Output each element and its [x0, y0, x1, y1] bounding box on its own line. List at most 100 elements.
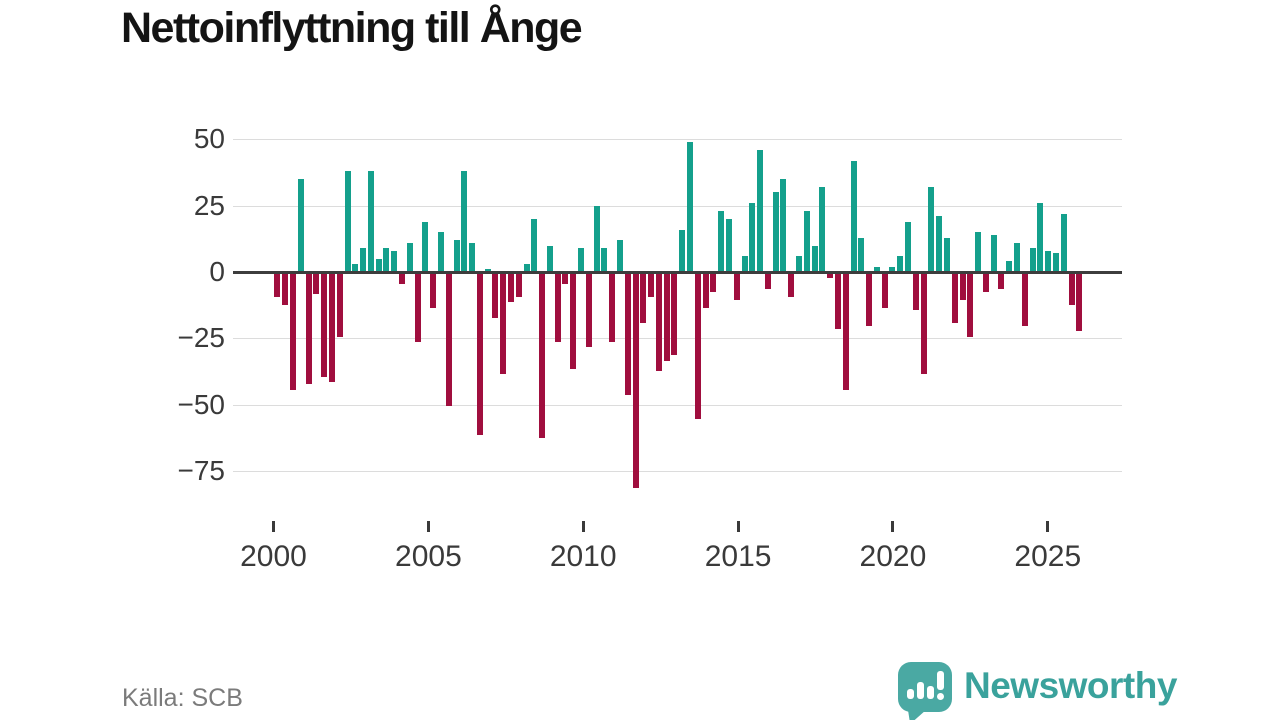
gridline — [233, 139, 1122, 141]
bar-2013Q1 — [679, 229, 686, 272]
bar-2014Q4 — [733, 273, 740, 300]
bar-2009Q3 — [570, 273, 577, 369]
bar-2004Q4 — [422, 221, 429, 272]
bar-2019Q4 — [889, 266, 896, 272]
bar-2009Q4 — [578, 248, 584, 272]
bar-2000Q1 — [274, 273, 281, 297]
bar-2024Q4 — [1045, 250, 1052, 272]
bar-2012Q2 — [655, 273, 662, 372]
bar-2011Q4 — [640, 273, 647, 324]
bar-2003Q2 — [375, 258, 382, 272]
bar-2019Q1 — [866, 273, 873, 327]
bar-2005Q4 — [453, 240, 460, 272]
y-axis-tick-label: 50 — [193, 123, 225, 155]
bar-2003Q3 — [383, 248, 390, 272]
bar-2007Q2 — [500, 273, 507, 374]
bar-2018Q2 — [842, 273, 849, 390]
bar-2011Q1 — [616, 240, 623, 272]
x-axis-tick — [272, 521, 275, 532]
bar-2013Q4 — [702, 273, 709, 308]
bar-2018Q4 — [858, 237, 865, 272]
x-axis-tick-label: 2020 — [859, 540, 927, 573]
bar-2008Q1 — [523, 264, 530, 272]
gridline — [233, 338, 1122, 340]
x-axis-tick-label: 2000 — [240, 540, 307, 573]
bar-2012Q4 — [671, 273, 678, 356]
bar-2016Q2 — [780, 179, 787, 272]
bar-2010Q3 — [601, 248, 608, 272]
bar-2009Q1 — [554, 273, 561, 342]
bar-2012Q1 — [648, 273, 655, 297]
bar-2008Q3 — [539, 273, 546, 438]
bar-2001Q3 — [321, 273, 328, 377]
bar-2017Q2 — [811, 245, 818, 272]
x-axis-tick — [736, 521, 740, 532]
bar-2014Q3 — [725, 218, 732, 272]
bar-2011Q2 — [624, 273, 631, 395]
bar-2004Q1 — [399, 273, 405, 284]
x-axis-tick — [891, 521, 895, 532]
newsworthy-wordmark: Newsworthy — [964, 665, 1177, 706]
bar-2020Q3 — [912, 273, 919, 311]
bar-2024Q2 — [1029, 248, 1036, 272]
newsworthy-bubble-tail — [908, 710, 926, 720]
bar-2018Q1 — [834, 273, 841, 329]
bar-2000Q2 — [282, 273, 289, 305]
bar-2005Q3 — [445, 273, 452, 406]
bar-2021Q3 — [943, 237, 950, 272]
bar-2013Q3 — [694, 273, 701, 419]
bar-2021Q4 — [951, 273, 958, 324]
logo-bar-icon — [907, 689, 914, 699]
bar-2025Q4 — [1076, 273, 1083, 332]
x-axis-tick-label: 2015 — [704, 540, 772, 573]
bar-2003Q1 — [367, 171, 374, 272]
bar-2017Q3 — [819, 187, 826, 272]
bar-2001Q2 — [313, 273, 320, 295]
gridline — [233, 205, 1122, 207]
source-label: Källa: SCB — [122, 684, 243, 712]
bar-2022Q1 — [959, 273, 966, 300]
bar-2025Q2 — [1060, 213, 1067, 272]
bar-2015Q3 — [757, 150, 764, 272]
bar-2016Q4 — [796, 256, 802, 272]
bar-2022Q4 — [982, 273, 989, 292]
bar-2000Q3 — [290, 273, 296, 390]
bar-2007Q4 — [515, 273, 522, 297]
bar-2010Q1 — [585, 273, 592, 348]
bar-2005Q2 — [437, 232, 444, 272]
x-axis-tick — [1046, 521, 1050, 532]
x-axis-tick-label: 2005 — [395, 540, 462, 573]
bar-2010Q4 — [609, 273, 616, 342]
bar-2025Q1 — [1052, 253, 1059, 272]
bar-2019Q3 — [881, 273, 888, 308]
bar-2015Q2 — [749, 203, 756, 272]
bar-2014Q1 — [710, 273, 717, 292]
bar-2020Q2 — [905, 221, 911, 272]
bar-2023Q2 — [998, 273, 1005, 289]
bar-2020Q1 — [897, 256, 904, 272]
bar-2016Q3 — [788, 273, 795, 297]
bar-2006Q2 — [469, 242, 475, 272]
logo-exclamation-icon — [937, 671, 944, 690]
bar-2017Q4 — [827, 273, 834, 279]
newsworthy-logo: Newsworthy — [898, 662, 1177, 720]
x-axis-tick-label: 2025 — [1014, 540, 1082, 573]
chart-title: Nettoinflyttning till Ånge — [121, 4, 583, 52]
bar-2017Q1 — [803, 211, 810, 272]
bar-2012Q3 — [663, 273, 670, 361]
bar-2004Q2 — [406, 242, 413, 272]
gridline — [233, 471, 1122, 472]
bar-2004Q3 — [414, 273, 421, 342]
bar-2002Q4 — [360, 248, 366, 272]
bar-2001Q4 — [328, 273, 335, 382]
y-axis-tick-label: 0 — [209, 256, 225, 287]
gridline — [233, 404, 1122, 406]
bar-2022Q3 — [975, 232, 981, 272]
bar-2022Q2 — [967, 273, 974, 337]
y-axis-tick-label: −50 — [177, 388, 226, 420]
bar-2002Q3 — [352, 264, 359, 272]
bar-2003Q4 — [391, 250, 398, 272]
bar-2006Q3 — [476, 273, 483, 435]
logo-bar-icon — [927, 686, 934, 699]
bar-2024Q3 — [1037, 203, 1044, 272]
